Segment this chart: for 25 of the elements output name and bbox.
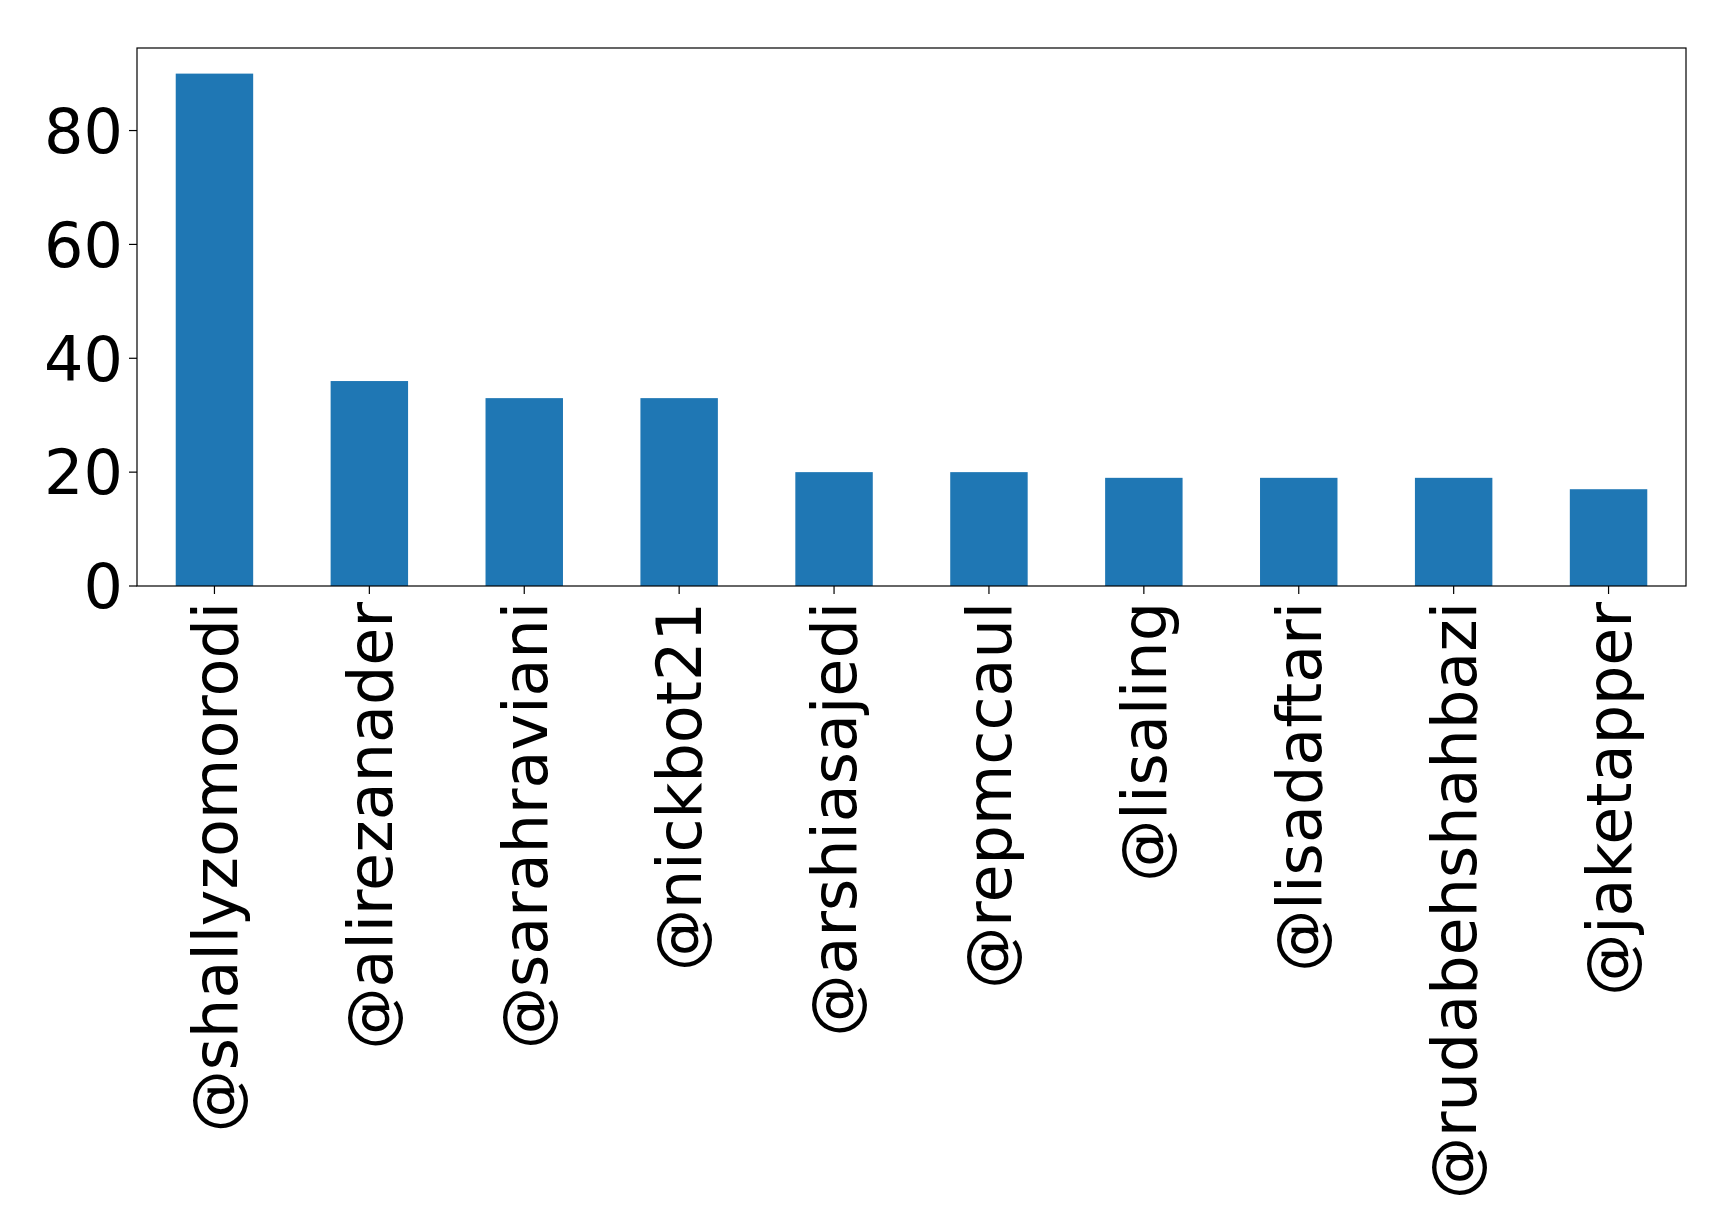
x-tick-label: @alirezanader: [333, 601, 407, 1050]
y-tick-label: 0: [83, 550, 123, 624]
x-tick-label: @repmccaul: [953, 602, 1027, 989]
x-tick-label: @rudabehshahbazi: [1417, 602, 1491, 1199]
bar: [1105, 477, 1183, 586]
y-tick-label: 60: [44, 208, 123, 282]
bar: [950, 472, 1028, 586]
x-tick-label: @lisaling: [1108, 602, 1182, 882]
bar: [175, 73, 254, 586]
bar: [640, 398, 718, 586]
y-tick-label: 80: [44, 94, 123, 168]
x-tick-label: @lisadaftari: [1263, 602, 1337, 972]
bar: [330, 381, 409, 586]
bar: [1414, 477, 1493, 586]
x-tick-label: @jaketapper: [1572, 601, 1646, 996]
bar: [1569, 489, 1648, 586]
bar: [795, 472, 873, 586]
x-tick-label: @shallyzomorodi: [178, 602, 252, 1133]
x-tick-label: @sarahraviani: [488, 602, 562, 1049]
x-tick-label: @arshiasajedi: [798, 602, 872, 1037]
x-tick-label: @nickbot21: [643, 602, 717, 972]
y-tick-label: 40: [44, 322, 123, 396]
bar: [485, 398, 563, 586]
bar: [1260, 477, 1338, 586]
y-tick-label: 20: [44, 436, 123, 510]
